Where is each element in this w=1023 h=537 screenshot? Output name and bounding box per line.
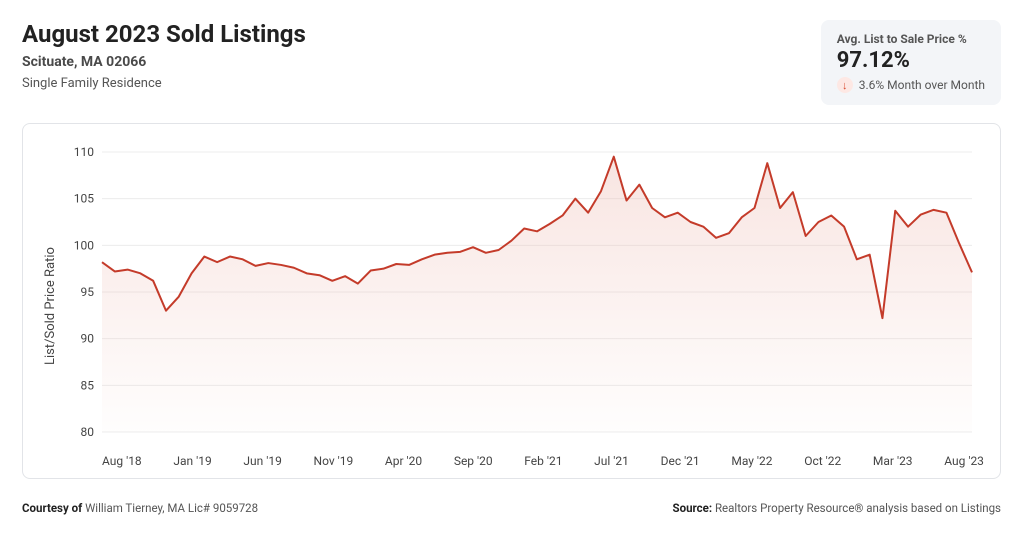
x-tick-label: Aug '18 bbox=[102, 454, 142, 468]
x-tick-label: Dec '21 bbox=[661, 454, 700, 468]
metric-delta: ↓ 3.6% Month over Month bbox=[837, 77, 985, 93]
svg-text:90: 90 bbox=[81, 332, 95, 346]
x-tick-label: Jun '19 bbox=[243, 454, 281, 468]
x-tick-label: Aug '23 bbox=[944, 454, 984, 468]
property-type: Single Family Residence bbox=[22, 76, 306, 91]
svg-text:95: 95 bbox=[81, 285, 95, 299]
x-tick-label: Sep '20 bbox=[454, 454, 493, 468]
svg-text:85: 85 bbox=[81, 378, 95, 392]
courtesy-text: Courtesy of William Tierney, MA Lic# 905… bbox=[22, 501, 258, 515]
source-text: Source: Realtors Property Resource® anal… bbox=[673, 501, 1001, 515]
arrow-down-icon: ↓ bbox=[837, 77, 853, 93]
x-tick-label: Jul '21 bbox=[594, 454, 629, 468]
x-tick-label: Nov '19 bbox=[314, 454, 354, 468]
svg-text:100: 100 bbox=[74, 238, 94, 252]
x-axis: Aug '18 Jan '19 Jun '19 Nov '19 Apr '20 Sep '… bbox=[62, 448, 984, 468]
svg-text:105: 105 bbox=[74, 192, 94, 206]
chart-plot: 80 85 90 95 100 105 110 Aug '18 Jan '19 Jun '19 N… bbox=[62, 144, 984, 468]
metric-label: Avg. List to Sale Price % bbox=[837, 32, 985, 46]
x-tick-label: Feb '21 bbox=[524, 454, 562, 468]
x-tick-label: Jan '19 bbox=[173, 454, 211, 468]
metric-value: 97.12% bbox=[837, 48, 985, 73]
svg-text:80: 80 bbox=[81, 425, 95, 439]
page-title: August 2023 Sold Listings bbox=[22, 20, 306, 48]
x-tick-label: Oct '22 bbox=[804, 454, 841, 468]
x-tick-label: May '22 bbox=[731, 454, 772, 468]
chart-card: List/Sold Price Ratio 80 85 90 95 100 105 110 … bbox=[22, 123, 1001, 479]
metric-delta-text: 3.6% Month over Month bbox=[859, 78, 985, 92]
metric-card: Avg. List to Sale Price % 97.12% ↓ 3.6% … bbox=[821, 20, 1001, 105]
x-tick-label: Mar '23 bbox=[873, 454, 913, 468]
location-text: Scituate, MA 02066 bbox=[22, 54, 306, 70]
svg-text:110: 110 bbox=[74, 145, 94, 159]
x-tick-label: Apr '20 bbox=[385, 454, 422, 468]
y-axis-label: List/Sold Price Ratio bbox=[39, 144, 62, 468]
line-chart: 80 85 90 95 100 105 110 bbox=[62, 144, 982, 444]
